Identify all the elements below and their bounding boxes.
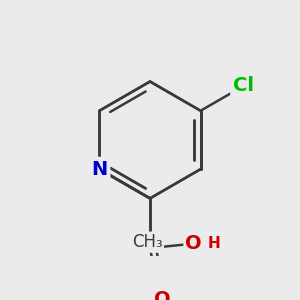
Text: N: N: [91, 160, 107, 179]
Text: O: O: [154, 290, 171, 300]
Text: O: O: [185, 234, 202, 253]
Text: Cl: Cl: [233, 76, 254, 95]
Text: CH₃: CH₃: [132, 233, 162, 251]
Text: H: H: [208, 236, 220, 251]
